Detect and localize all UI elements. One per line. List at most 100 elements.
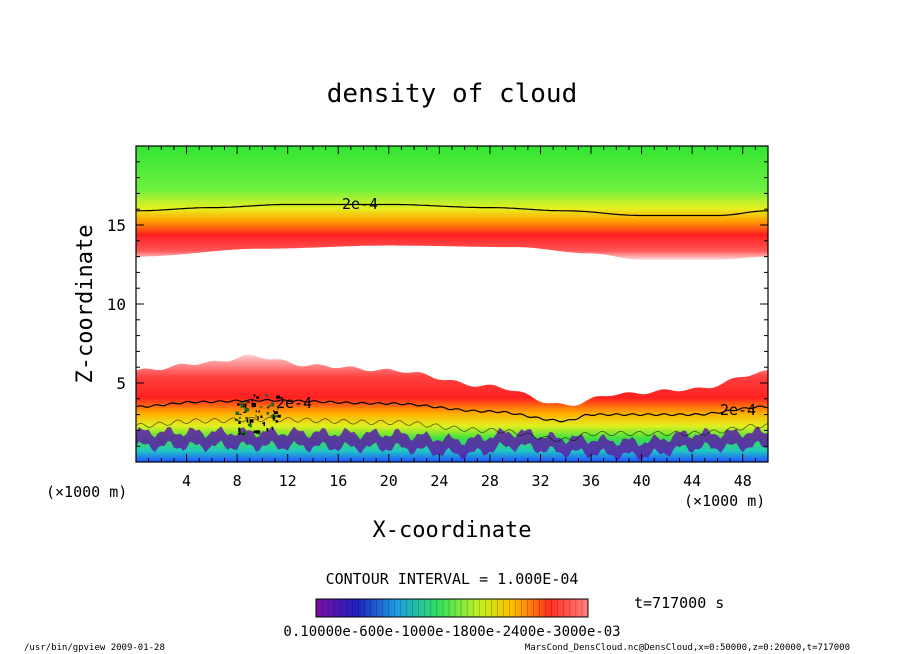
x-tick-label: 40 xyxy=(633,472,651,490)
x-tick-label: 16 xyxy=(329,472,347,490)
speckle-dot xyxy=(275,420,278,423)
x-tick-label: 4 xyxy=(182,472,191,490)
speckle-dot xyxy=(239,413,242,415)
speckle-dot xyxy=(247,423,251,427)
speckle-dot xyxy=(245,417,248,419)
speckle-dot xyxy=(241,433,245,435)
noise-speckle-cluster xyxy=(234,394,281,436)
time-label: t=717000 s xyxy=(634,594,724,612)
upper-cloud-field xyxy=(136,146,768,260)
speckle-dot xyxy=(258,410,260,413)
speckle-dot xyxy=(277,414,281,418)
speckle-dot xyxy=(255,410,257,413)
speckle-dot xyxy=(246,419,249,423)
speckle-dot xyxy=(240,403,244,408)
speckle-dot xyxy=(266,411,270,415)
speckle-dot xyxy=(249,424,252,428)
speckle-dot xyxy=(242,431,246,436)
contour-label-mid: 2e-4 xyxy=(276,394,312,412)
speckle-dot xyxy=(255,414,257,418)
contour-label-right: 2e-4 xyxy=(720,401,756,419)
x-tick-label: 8 xyxy=(233,472,242,490)
speckle-dot xyxy=(265,394,268,397)
speckle-dot xyxy=(238,431,241,435)
speckle-dot xyxy=(256,432,259,434)
speckle-dot xyxy=(262,422,265,424)
speckle-dot xyxy=(247,408,250,412)
speckle-dot xyxy=(263,422,265,426)
speckle-dot xyxy=(274,415,278,418)
colorbar-ticks xyxy=(321,599,583,617)
speckle-dot xyxy=(257,416,259,420)
speckle-dot xyxy=(273,410,275,412)
speckle-dot xyxy=(272,419,275,422)
speckle-dot xyxy=(251,399,254,402)
x-axis-ticks: 4 8 12 16 20 24 28 32 36 40 44 48 xyxy=(135,146,769,490)
x-tick-label: 24 xyxy=(430,472,448,490)
speckle-dot xyxy=(249,419,254,423)
colorbar xyxy=(315,598,589,618)
speckle-dot xyxy=(267,406,269,409)
speckle-dot xyxy=(253,430,258,434)
footer-left: /usr/bin/gpview 2009-01-28 xyxy=(24,643,165,653)
speckle-dot xyxy=(239,416,241,420)
speckle-dot xyxy=(238,430,240,433)
y-axis-ticks: 5 10 15 xyxy=(107,145,768,463)
x-unit-label-left: (×1000 m) xyxy=(46,483,127,501)
colorbar-labels: 0.10000e-600e-1000e-1800e-2400e-3000e-03 xyxy=(283,624,620,640)
speckle-dot xyxy=(256,396,259,399)
x-tick-label: 28 xyxy=(481,472,499,490)
speckle-dot xyxy=(266,428,269,432)
speckle-dot xyxy=(273,411,278,415)
speckle-dot xyxy=(271,402,274,407)
y-tick-label: 15 xyxy=(107,216,126,235)
speckle-dot xyxy=(244,403,247,407)
y-tick-label: 5 xyxy=(116,374,126,393)
speckle-dot xyxy=(272,416,276,420)
x-tick-label: 44 xyxy=(683,472,701,490)
speckle-dot xyxy=(254,403,256,407)
lower-contour-line-secondary xyxy=(136,416,768,443)
speckle-dot xyxy=(234,418,238,422)
x-unit-label-right: (×1000 m) xyxy=(684,492,765,510)
speckle-dot xyxy=(272,426,274,431)
x-tick-label: 12 xyxy=(279,472,297,490)
upper-contour-line xyxy=(136,203,768,217)
y-tick-label: 10 xyxy=(107,295,126,314)
speckle-dot xyxy=(268,404,271,408)
surface-band xyxy=(136,426,768,461)
speckle-dot xyxy=(244,399,246,401)
speckle-dot xyxy=(257,431,261,433)
x-tick-label: 48 xyxy=(734,472,752,490)
contour-label-upper: 2e-4 xyxy=(342,195,378,213)
speckle-dot xyxy=(260,415,263,419)
speckle-dot xyxy=(251,402,255,406)
speckle-dot xyxy=(251,405,255,408)
chart-title: density of cloud xyxy=(327,79,577,109)
speckle-dot xyxy=(244,406,247,409)
speckle-dot xyxy=(276,395,280,399)
speckle-dot xyxy=(253,394,256,397)
speckle-dot xyxy=(237,403,240,406)
speckle-dot xyxy=(277,406,279,410)
plot-area xyxy=(136,146,768,462)
speckle-dot xyxy=(259,406,263,408)
x-axis-title: X-coordinate xyxy=(373,518,532,543)
speckle-dot xyxy=(235,411,239,415)
speckle-dot xyxy=(258,432,261,435)
speckle-dot xyxy=(246,401,250,403)
x-tick-label: 20 xyxy=(380,472,398,490)
speckle-dot xyxy=(243,411,246,413)
y-axis-title: Z-coordinate xyxy=(73,225,98,384)
speckle-dot xyxy=(238,421,241,424)
speckle-dot xyxy=(244,407,249,412)
speckle-dot xyxy=(238,427,241,432)
speckle-dot xyxy=(270,415,273,417)
x-tick-label: 36 xyxy=(582,472,600,490)
contour-interval-text: CONTOUR INTERVAL = 1.000E-04 xyxy=(326,570,579,588)
x-tick-label: 32 xyxy=(531,472,549,490)
lower-contour-line xyxy=(136,398,768,423)
speckle-dot xyxy=(272,414,275,417)
speckle-dot xyxy=(244,411,247,413)
